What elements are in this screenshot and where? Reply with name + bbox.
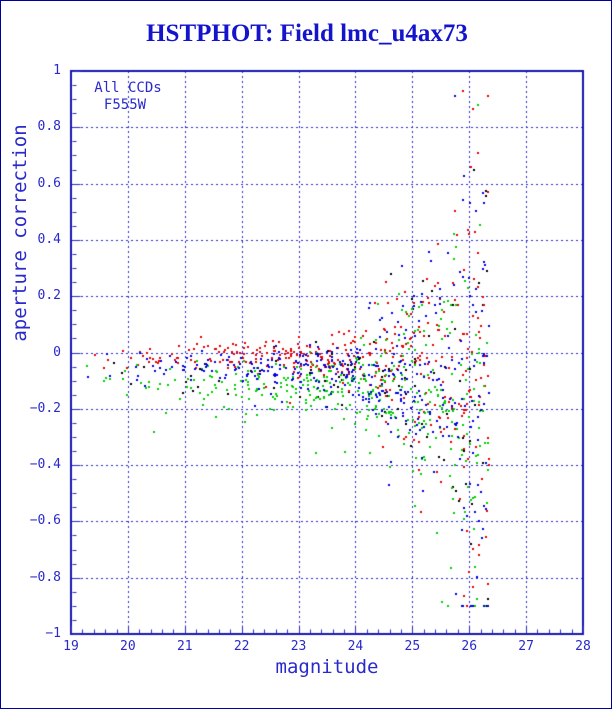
x-tick-label: 28 [575, 639, 591, 654]
y-tick-label: −0.2 [29, 400, 61, 416]
y-tick-label: 0.8 [37, 119, 61, 135]
y-tick-label: 0 [53, 344, 61, 360]
x-tick-label: 24 [347, 639, 364, 654]
x-tick-label: 23 [290, 639, 307, 654]
y-tick-label: 1 [53, 63, 61, 78]
y-tick-label: 0.2 [37, 288, 61, 304]
y-tick-label: −0.4 [29, 457, 61, 473]
y-tick-label: −0.8 [29, 569, 61, 585]
x-tick-label: 26 [461, 639, 478, 654]
x-tick-label: 21 [176, 639, 193, 654]
x-tick-label: 20 [120, 639, 136, 654]
x-tick-label: 25 [404, 639, 421, 654]
y-tick-label: 0.6 [37, 175, 61, 191]
x-tick-label: 27 [518, 639, 534, 654]
annotation-all-ccds: All CCDs [94, 80, 162, 96]
y-tick-label: −1 [45, 626, 61, 641]
y-tick-label: −0.6 [29, 513, 61, 529]
x-tick-label: 19 [63, 639, 79, 654]
x-axis-label: magnitude [275, 656, 379, 678]
annotation-filter-f555w: F555W [103, 97, 147, 113]
x-tick-label: 22 [233, 639, 250, 654]
y-tick-label: 0.4 [37, 231, 61, 247]
